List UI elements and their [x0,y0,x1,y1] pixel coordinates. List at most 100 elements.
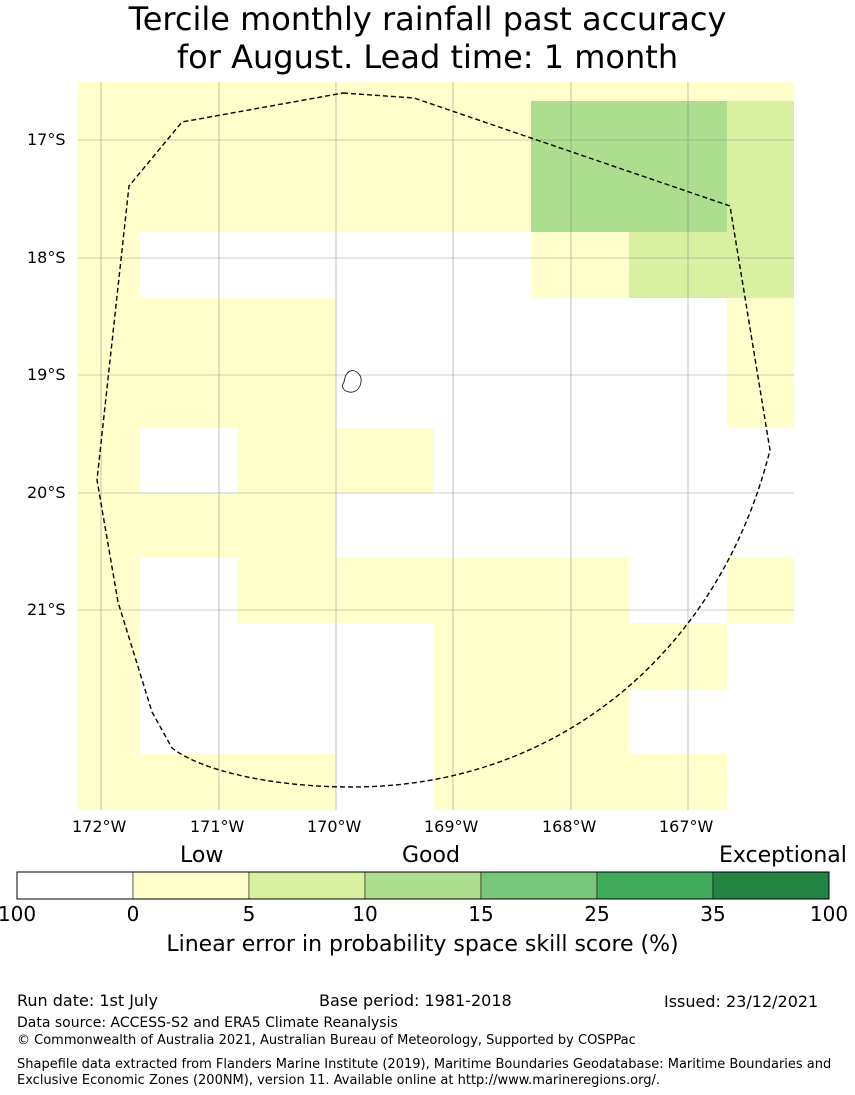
legend-tick: 10 [352,902,378,926]
legend-axis-title: Linear error in probability space skill … [166,932,679,957]
skill-cell [434,82,531,101]
skill-cell [629,493,727,558]
legend-tick: 15 [468,902,494,926]
skill-cell [140,298,238,363]
skill-cell [140,166,238,232]
skill-cell [434,232,531,298]
skill-cell [629,232,727,298]
skill-cell [238,232,336,298]
skill-cell [336,101,434,166]
skill-cell [531,298,629,363]
skill-cell [78,101,140,166]
skill-cell [531,101,629,166]
legend-swatch [132,871,250,900]
skill-cell [531,82,629,101]
eez-boundary [96,92,771,788]
legend-category-exceptional: Exceptional [719,843,847,868]
skill-cell [78,689,140,754]
skill-cell [78,623,140,689]
skill-cell [140,558,238,623]
skill-cell [140,82,238,101]
skill-cell [434,754,531,810]
skill-cell [629,101,727,166]
skill-cell [336,82,434,101]
skill-cell [140,428,238,493]
island-outline [342,370,362,393]
legend-category-good: Good [402,843,460,868]
base-period: Base period: 1981-2018 [319,991,512,1010]
skill-cell [336,166,434,232]
skill-cell [531,363,629,428]
skill-cell [238,558,336,623]
skill-cell [531,689,629,754]
lat-label: 20°S [27,483,66,502]
legend-colorbar [16,871,830,900]
skill-cell [78,493,140,558]
skill-cell [434,363,531,428]
skill-cell [78,428,140,493]
skill-cell [531,754,629,810]
legend-tick: 100 [0,902,37,926]
skill-cell [238,754,336,810]
skill-cell [727,101,794,166]
title-line-1: Tercile monthly rainfall past accuracy [128,0,727,38]
skill-cell [434,101,531,166]
skill-cell [78,363,140,428]
skill-cell [727,754,794,810]
skill-cell [629,623,727,689]
skill-cell [727,232,794,298]
skill-cell [238,428,336,493]
skill-cell [238,166,336,232]
skill-cell [78,232,140,298]
lat-label: 21°S [27,600,66,619]
skill-cell [140,232,238,298]
lon-label: 168°W [542,817,597,836]
lon-label: 171°W [190,817,245,836]
legend-swatch [480,871,598,900]
legend-category-low: Low [180,843,224,868]
skill-cell [727,689,794,754]
legend-tick: 100 [809,902,849,926]
skill-cell [238,298,336,363]
skill-cell [336,689,434,754]
legend-swatch [248,871,366,900]
issued-date: Issued: 23/12/2021 [664,992,819,1011]
skill-cell [140,754,238,810]
skill-cell [531,166,629,232]
skill-cell [336,558,434,623]
skill-cell [531,558,629,623]
skill-cell [238,689,336,754]
skill-cell [629,363,727,428]
skill-cell [336,623,434,689]
skill-cell [727,428,794,493]
skill-cell [336,298,434,363]
legend-tick: 25 [584,902,610,926]
skill-cell [727,623,794,689]
skill-cell [531,232,629,298]
legend-swatch [16,871,134,900]
skill-cell [238,363,336,428]
lat-label: 19°S [27,365,66,384]
skill-cell [336,754,434,810]
skill-cell [140,623,238,689]
skill-cell [727,558,794,623]
skill-cell [434,558,531,623]
graticule [78,82,794,810]
skill-cell [531,623,629,689]
skill-cell [78,298,140,363]
skill-cell [238,101,336,166]
chart-title: Tercile monthly rainfall past accuracy f… [0,0,855,76]
skill-cell [727,82,794,101]
skill-cell [434,166,531,232]
skill-cell [238,623,336,689]
skill-cell [629,298,727,363]
legend-swatch [712,871,830,900]
lon-label: 172°W [72,817,127,836]
lon-label: 167°W [659,817,714,836]
skill-cell [531,493,629,558]
skill-cell [78,166,140,232]
skill-cell [78,82,140,101]
legend-tick: 5 [242,902,256,926]
legend-tick: 0 [126,902,140,926]
